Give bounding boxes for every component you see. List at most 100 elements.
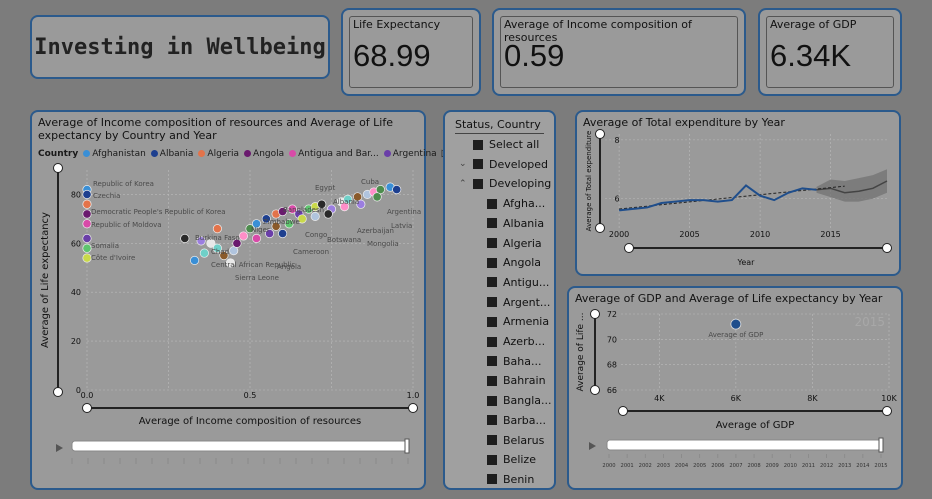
expand-toggle-icon[interactable]: ⌃ [459,178,467,189]
checkbox[interactable] [487,454,497,465]
legend-item[interactable]: Angola [244,149,284,159]
kpi-gdp: Average of GDP 6.34K [758,8,902,96]
checkbox[interactable] [487,218,497,229]
slicer-item[interactable]: Barba... [487,414,546,427]
slicer-item[interactable]: Bahrain [487,374,546,387]
y-tick-label: 68 [607,361,617,370]
checkbox[interactable] [487,435,497,445]
checkbox[interactable] [487,474,497,485]
checkbox[interactable] [487,415,497,426]
data-point [82,199,92,209]
slicer-item[interactable]: Belarus [487,434,544,447]
legend-item[interactable]: Algeria [198,149,239,159]
checkbox[interactable] [487,375,497,386]
expenditure-chart-card: Average of Total expenditure by Year Ave… [575,110,901,276]
point-label: Sierra Leone [235,274,279,282]
legend-item[interactable]: Antigua and Bar... [289,149,379,159]
slicer-item[interactable]: ⌃ Developing [459,177,551,190]
slicer-item[interactable]: Algeria [487,237,542,250]
slicer-item-label: Algeria [503,236,542,250]
slicer-item[interactable]: Bangla... [487,394,552,407]
checkbox[interactable] [473,139,483,150]
y-tick-label: 80 [71,190,81,199]
slicer-item[interactable]: Armenia [487,315,549,328]
data-point [310,211,320,221]
point-label: Zimbabwe [263,218,300,226]
checkbox[interactable] [487,395,497,406]
x-range-slider-handle [618,406,628,416]
point-label: Angola [277,263,301,271]
kpi-label: Average of GDP [770,18,857,31]
checkbox[interactable] [487,356,497,367]
play-icon [589,442,596,450]
point-label: Egypt [315,184,335,192]
x-range-slider-handle [624,243,634,253]
legend-swatch [198,149,206,157]
legend-item-label: Algeria [207,148,240,159]
slicer-item-label: Bangla... [503,394,552,408]
legend-item[interactable]: Afghanistan [83,149,146,159]
point-label: Chad [211,248,229,256]
x-axis-label: Year [737,258,756,267]
play-axis-year-label: 2005 [693,463,706,469]
x-range-slider-handle [82,403,92,413]
checkbox[interactable] [473,178,483,189]
checkbox[interactable] [487,257,497,268]
x-tick-label: 2000 [609,230,629,239]
slicer-item[interactable]: Antigu... [487,276,549,289]
slicer-divider [455,133,544,134]
checkbox[interactable] [487,316,497,327]
slicer-item[interactable]: Albania [487,217,544,230]
checkbox[interactable] [487,336,497,347]
x-tick-label: 10K [881,394,897,403]
data-point [199,248,209,258]
x-tick-label: 6K [731,394,742,403]
forecast-band [816,169,887,202]
data-point [212,243,222,253]
slicer-item[interactable]: Select all [459,138,539,151]
expand-toggle-icon[interactable]: ⌄ [459,159,467,170]
point-label: Cameroon [293,248,329,256]
point-label: Cuba [361,178,379,186]
point-label: Democratic People's Republic of Korea [91,208,226,216]
slicer-item[interactable]: Azerb... [487,335,545,348]
slicer-header: Status, Country [455,118,541,131]
slicer-item[interactable]: Belize [487,453,536,466]
slicer-item[interactable]: Benin [487,473,534,486]
checkbox[interactable] [487,238,497,248]
chart-legend: Country Afghanistan Albania Algeria Ango… [38,148,449,159]
data-point [278,229,288,239]
kpi-frame [349,16,473,88]
checkbox[interactable] [487,198,497,209]
y-range-slider-handle [590,309,600,319]
x-tick-label: 8K [807,394,818,403]
data-point [82,253,92,263]
slicer-item[interactable]: Argent... [487,296,550,309]
data-point [245,224,255,234]
legend-item[interactable]: Albania [150,149,193,159]
slicer-item[interactable]: ⌄ Developed [459,158,548,171]
data-point [225,258,235,268]
slicer-item-label: Antigu... [503,275,550,289]
data-point [212,224,222,234]
point-label: Somalia [91,242,119,250]
data-point [317,199,327,209]
play-axis-year-label: 2000 [602,463,615,469]
slicer-item[interactable]: Baha... [487,355,542,368]
checkbox[interactable] [487,297,497,308]
y-axis-label: Average of Life ... [576,312,586,391]
x-tick-label: 4K [654,394,665,403]
slicer-item[interactable]: Angola [487,256,541,269]
x-tick-label: 2015 [820,230,840,239]
data-point [196,236,206,246]
data-point [356,199,366,209]
slicer-item-label: Albania [503,216,545,230]
legend-item[interactable]: Argentina [383,149,437,159]
y-tick-label: 40 [71,288,81,297]
slicer-item-label: Argent... [503,295,551,309]
x-range-slider-handle [882,406,892,416]
checkbox[interactable] [487,277,497,288]
checkbox[interactable] [473,159,483,170]
y-range-slider-handle [53,163,63,173]
slicer-item[interactable]: Afgha... [487,197,545,210]
